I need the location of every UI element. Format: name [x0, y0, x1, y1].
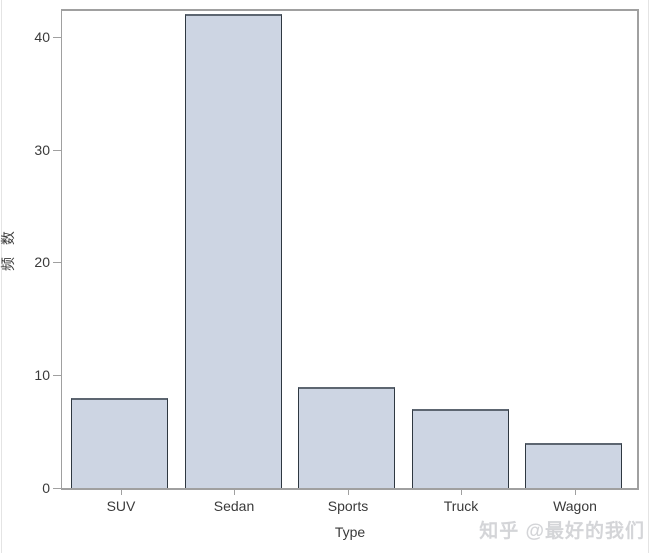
- y-tick-mark-20: [53, 262, 61, 263]
- y-tick-label-0: 0: [42, 480, 50, 496]
- x-tick-mark-sedan: [234, 490, 235, 495]
- screenshot-left-edge: [1, 0, 2, 553]
- x-tick-label-truck: Truck: [443, 498, 479, 514]
- bar-wagon: [525, 443, 622, 488]
- bar-sports: [298, 387, 395, 488]
- y-tick-label-20: 20: [34, 254, 50, 270]
- x-tick-mark-sports: [348, 490, 349, 495]
- y-tick-label-10: 10: [34, 367, 50, 383]
- x-tick-label-sedan: Sedan: [213, 498, 255, 514]
- x-tick-label-suv: SUV: [106, 498, 136, 514]
- x-tick-mark-truck: [461, 490, 462, 495]
- x-tick-mark-suv: [121, 490, 122, 495]
- y-axis-title: 频 数: [0, 227, 16, 271]
- y-tick-mark-40: [53, 37, 61, 38]
- y-tick-mark-30: [53, 150, 61, 151]
- bar-suv: [71, 398, 168, 488]
- x-tick-mark-wagon: [575, 490, 576, 495]
- y-tick-mark-0: [53, 488, 61, 489]
- y-tick-mark-10: [53, 375, 61, 376]
- screenshot-right-edge: [648, 0, 649, 553]
- y-tick-label-40: 40: [34, 29, 50, 45]
- plot-area: [61, 9, 639, 490]
- x-axis-title: Type: [334, 524, 366, 540]
- bar-sedan: [185, 14, 282, 488]
- x-tick-label-wagon: Wagon: [553, 498, 597, 514]
- y-tick-label-30: 30: [34, 142, 50, 158]
- x-tick-label-sports: Sports: [327, 498, 369, 514]
- bar-truck: [412, 409, 509, 488]
- watermark: 知乎 @最好的我们: [479, 521, 645, 542]
